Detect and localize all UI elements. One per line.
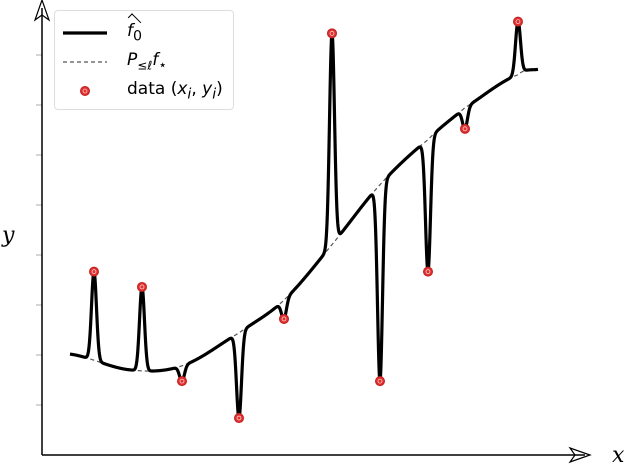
x-axis-label: x (612, 443, 625, 468)
legend-item-data: data (xi, yi) (55, 77, 223, 105)
f0-hat-curve (68, 20, 540, 420)
legend: f0 P≤ℓf⋆ data (xi, yi) (54, 10, 234, 110)
legend-f-star: f (152, 50, 159, 71)
data-point-inner (425, 269, 431, 274)
data-point (423, 266, 433, 277)
data-point-inner (515, 19, 521, 24)
legend-label-data: data ( (127, 79, 178, 100)
data-point-inner (281, 316, 287, 322)
legend-i2: i (212, 86, 217, 103)
projection-dashed-line (69, 68, 539, 372)
data-point-inner (91, 269, 97, 274)
legend-label-projection: P (127, 50, 138, 71)
legend-label-f0: f (127, 21, 133, 42)
data-point (234, 413, 244, 424)
legend-i1: i (187, 86, 192, 103)
x-axis-arrow-icon (568, 446, 592, 464)
data-point-inner (377, 378, 383, 384)
data-point (177, 376, 187, 387)
legend-item-projection: P≤ℓf⋆ (55, 48, 167, 76)
data-point-inner (139, 284, 145, 290)
data-point (279, 313, 289, 324)
data-point (513, 16, 523, 27)
legend-y: y (202, 79, 213, 100)
legend-x: x (177, 79, 188, 100)
legend-item-f0: f0 (55, 19, 142, 47)
legend-star: ⋆ (158, 57, 168, 74)
legend-sub-projection: ≤ℓ (137, 58, 153, 73)
data-point-inner (236, 415, 242, 421)
y-axis-arrow-icon (33, 0, 51, 22)
data-point (375, 376, 385, 387)
legend-sub-f0: 0 (133, 28, 143, 45)
data-point (460, 123, 470, 134)
data-point (137, 281, 147, 292)
data-point-inner (179, 378, 185, 384)
data-point-inner (329, 31, 335, 36)
data-point-inner (462, 126, 468, 132)
data-point (327, 28, 337, 39)
data-point (89, 266, 99, 277)
y-axis-ticks (36, 54, 42, 406)
y-axis-label: y (1, 223, 15, 248)
